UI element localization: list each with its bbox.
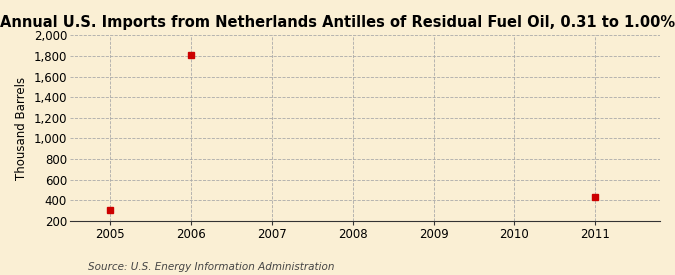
- Title: Annual U.S. Imports from Netherlands Antilles of Residual Fuel Oil, 0.31 to 1.00: Annual U.S. Imports from Netherlands Ant…: [0, 15, 675, 30]
- Text: Source: U.S. Energy Information Administration: Source: U.S. Energy Information Administ…: [88, 262, 334, 272]
- Y-axis label: Thousand Barrels: Thousand Barrels: [15, 76, 28, 180]
